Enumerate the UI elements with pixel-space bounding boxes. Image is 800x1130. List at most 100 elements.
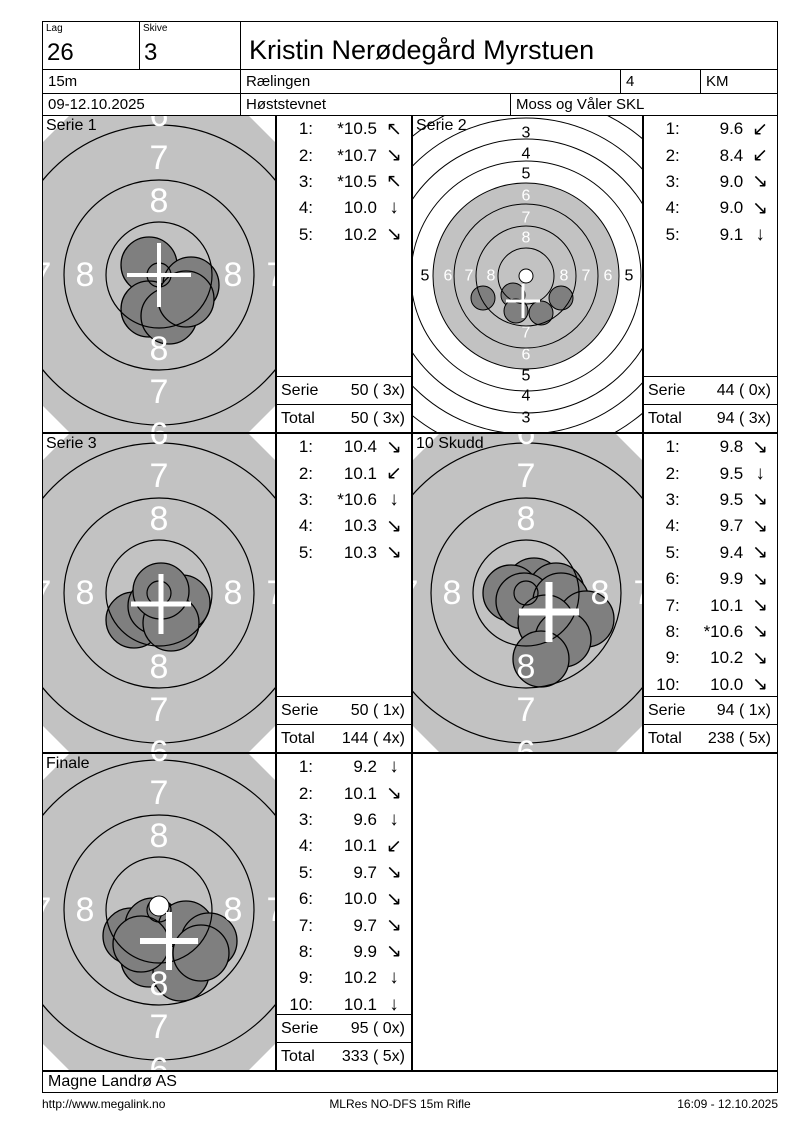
- lag-cell: Lag 26: [42, 21, 140, 70]
- ring-number-label: 7: [267, 574, 275, 612]
- shot-number: 6:: [665, 569, 680, 589]
- ring-number-label: 7: [150, 139, 169, 177]
- shot-direction-arrow-icon: ↘: [752, 515, 769, 537]
- empty-cell: [412, 753, 778, 1071]
- shot-direction-arrow-icon: ↘: [386, 783, 402, 805]
- ring-number-label: 6: [604, 268, 613, 285]
- shot-row: 2: 10.1 ↙: [277, 460, 411, 486]
- ring-number-label: 8: [487, 268, 496, 285]
- skive-value: 3: [144, 39, 158, 66]
- shot-number: 3:: [665, 489, 680, 509]
- shot-direction-arrow-icon: ↘: [752, 621, 769, 643]
- total-sum-value: 50 ( 3x): [350, 409, 405, 427]
- ring-number-label: 6: [517, 734, 536, 752]
- shot-value: 10.3: [343, 516, 377, 536]
- ring-number-label: 5: [625, 268, 634, 285]
- serie-sum-row: Serie 50 ( 3x): [277, 376, 411, 404]
- total-sum-row: Total 238 ( 5x): [644, 724, 777, 752]
- class-type-cell: KM: [700, 69, 778, 94]
- shot-direction-arrow-icon: ↘: [752, 595, 769, 617]
- shot-number: 7:: [665, 595, 680, 615]
- score-cell-serie-2: 1: 9.6 ↙ 2: 8.4 ↙ 3: 9.0 ↘ 4: 9.0 ↘ 5: 9.1 ↓ Serie 44 ( …: [643, 115, 778, 433]
- shot-number: 4:: [665, 198, 680, 218]
- shot-value: 8.4: [719, 145, 744, 165]
- total-sum-value: 144 ( 4x): [341, 729, 405, 747]
- shot-value: 10.1: [343, 783, 377, 803]
- club: Rælingen: [246, 73, 311, 90]
- ring-number-label: 8: [150, 648, 169, 686]
- shot-direction-arrow-icon: ↘: [752, 171, 769, 193]
- date-cell: 09-12.10.2025: [42, 93, 241, 116]
- shot-row: 2: 10.1 ↘: [277, 780, 411, 806]
- ring-number-label: 6: [150, 416, 169, 432]
- shot-number: 1:: [665, 119, 680, 139]
- shot-row: 1: *10.5 ↖: [277, 116, 411, 142]
- ring-number-label: 7: [582, 268, 591, 285]
- ring-number-label: 7: [43, 256, 51, 294]
- ring-number-label: 7: [150, 457, 169, 495]
- target-title: Serie 1: [46, 117, 97, 134]
- program-name: MLRes NO-DFS 15m Rifle: [329, 1097, 471, 1111]
- total-sum-label: Total: [648, 409, 682, 427]
- shot-value: 9.6: [719, 119, 744, 139]
- vendor-name: Magne Landrø AS: [48, 1073, 177, 1090]
- target-title: Serie 3: [46, 435, 97, 452]
- ring-number-label: 5: [522, 166, 531, 183]
- target-graphic: 8888777766: [43, 754, 275, 1070]
- event-cell: Høststevnet: [240, 93, 511, 116]
- shot-row: 5: 10.3 ↘: [277, 540, 411, 566]
- organizer-name: Moss og Våler SKL: [516, 96, 645, 113]
- shot-row: 4: 10.0 ↓: [277, 195, 411, 221]
- total-sum-value: 94 ( 3x): [716, 409, 771, 427]
- shot-direction-arrow-icon: ↙: [386, 835, 402, 857]
- shot-row: 9: 10.2 ↘: [644, 645, 777, 671]
- ring-number-label: 6: [522, 188, 531, 205]
- shooter-name-cell: Kristin Nerødegård Myrstuen: [240, 21, 778, 70]
- date-range: 09-12.10.2025: [48, 96, 145, 113]
- target-title: Serie 2: [416, 117, 467, 134]
- target-graphic: 8888777766: [43, 434, 275, 752]
- shot-number: 3:: [298, 489, 313, 509]
- shot-direction-arrow-icon: ↓: [389, 197, 399, 219]
- shot-direction-arrow-icon: ↘: [752, 568, 769, 590]
- shot-hole: [172, 924, 230, 982]
- class-value: 4: [626, 73, 635, 90]
- site-url: http://www.megalink.no: [42, 1097, 166, 1111]
- serie-sum-label: Serie: [281, 381, 319, 399]
- shot-number: 3:: [298, 809, 313, 829]
- shot-hole: [528, 300, 554, 326]
- shot-direction-arrow-icon: ↓: [755, 223, 765, 245]
- target-cell-finale: 8888777766Finale: [42, 753, 276, 1071]
- shot-row: 5: 9.1 ↓: [644, 222, 777, 248]
- shot-number: 5:: [298, 224, 313, 244]
- ring-number-label: 8: [150, 965, 169, 1003]
- shot-number: 5:: [298, 862, 313, 882]
- shot-row: 6: 10.0 ↘: [277, 886, 411, 912]
- serie-sum-label: Serie: [648, 701, 686, 719]
- target-center-dot: [518, 268, 534, 284]
- shot-row: 1: 9.2 ↓: [277, 754, 411, 780]
- ring-number-label: 7: [150, 1008, 169, 1046]
- shot-value: 10.1: [343, 994, 377, 1014]
- shot-value: 10.2: [343, 224, 377, 244]
- shot-direction-arrow-icon: ↘: [386, 941, 402, 963]
- shot-row: 4: 9.7 ↘: [644, 513, 777, 539]
- shot-number: 2:: [298, 145, 313, 165]
- shot-number: 4:: [298, 836, 313, 856]
- shot-row: 3: 9.5 ↘: [644, 487, 777, 513]
- shot-direction-arrow-icon: ↓: [755, 462, 765, 484]
- shot-row: 10: 10.0 ↘: [644, 672, 777, 698]
- lag-value: 26: [47, 39, 74, 66]
- shot-direction-arrow-icon: ↓: [389, 967, 399, 989]
- ring-number-label: 8: [150, 182, 169, 220]
- ring-number-label: 6: [444, 268, 453, 285]
- shot-value: 9.7: [719, 516, 744, 536]
- shot-row: 8: 9.9 ↘: [277, 939, 411, 965]
- shot-value: 9.1: [719, 224, 744, 244]
- shot-direction-arrow-icon: ↘: [386, 862, 402, 884]
- total-sum-value: 238 ( 5x): [707, 729, 771, 747]
- target-graphic: 8888777766: [43, 116, 275, 432]
- ring-number-label: 6: [522, 347, 531, 364]
- ring-number-label: 8: [591, 574, 610, 612]
- ring-number-label: 7: [43, 574, 51, 612]
